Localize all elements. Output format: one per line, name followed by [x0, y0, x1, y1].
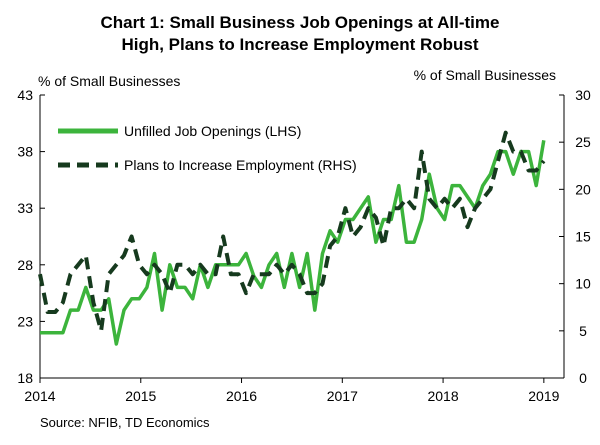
series-group	[38, 130, 546, 346]
legend-label-job-openings: Unfilled Job Openings (LHS)	[124, 123, 301, 139]
left-tick-label: 43	[17, 87, 33, 103]
left-tick-label: 33	[17, 200, 33, 216]
right-tick-label: 30	[575, 87, 591, 103]
right-axis-label: % of Small Businesses	[414, 67, 556, 83]
source-note: Source: NFIB, TD Economics	[40, 415, 210, 430]
right-tick-label: 10	[575, 276, 591, 292]
x-tick-label: 2017	[327, 388, 358, 404]
left-tick-label: 28	[17, 257, 33, 273]
right-tick-label: 20	[575, 181, 591, 197]
x-tick-label: 2016	[226, 388, 257, 404]
left-tick-label: 23	[17, 313, 33, 329]
left-tick-label: 18	[17, 370, 33, 386]
x-tick-label: 2018	[427, 388, 458, 404]
axes-group: 18 23 28 33 38 43 0 5 10 15 20 25 30 2014 2015 2016 2017…	[17, 87, 591, 404]
series-line-job-openings	[40, 140, 546, 346]
right-tick-label: 0	[579, 370, 587, 386]
legend: Unfilled Job Openings (LHS) Plans to Inc…	[58, 123, 357, 173]
x-tick-label: 2019	[528, 388, 559, 404]
right-tick-label: 25	[575, 134, 591, 150]
chart-title-line-2: High, Plans to Increase Employment Robus…	[121, 35, 478, 54]
legend-label-plans: Plans to Increase Employment (RHS)	[124, 157, 357, 173]
right-tick-label: 5	[579, 323, 587, 339]
left-tick-label: 38	[17, 144, 33, 160]
left-axis-label: % of Small Businesses	[38, 73, 180, 89]
series-line-plans	[38, 130, 546, 333]
chart-title-line-1: Chart 1: Small Business Job Openings at …	[101, 13, 500, 32]
right-tick-label: 15	[575, 229, 591, 245]
x-tick-label: 2015	[125, 388, 156, 404]
x-tick-label: 2014	[24, 388, 55, 404]
